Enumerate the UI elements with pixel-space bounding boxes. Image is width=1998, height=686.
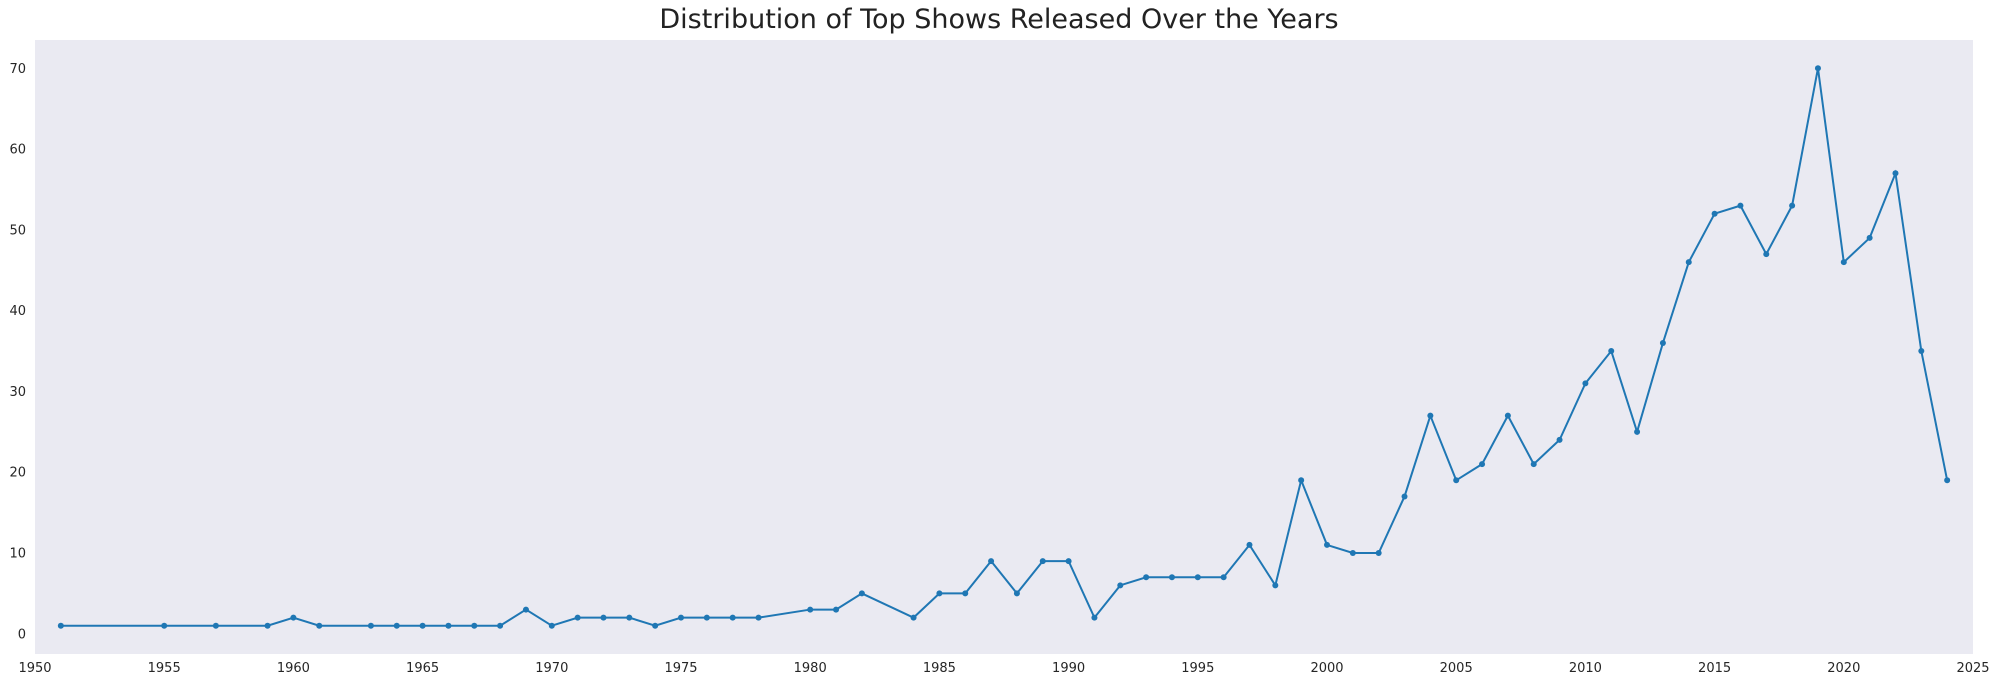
x-tick-label: 1975 xyxy=(664,661,697,676)
x-tick-label: 1990 xyxy=(1052,661,1085,676)
data-point xyxy=(729,614,736,621)
x-tick-label: 1955 xyxy=(148,661,181,676)
y-tick-label: 0 xyxy=(18,627,26,642)
x-tick-label: 2005 xyxy=(1440,661,1473,676)
y-tick-label: 40 xyxy=(9,304,26,319)
plot-area xyxy=(35,40,1973,654)
data-point xyxy=(497,622,504,629)
data-point xyxy=(445,622,452,629)
data-point xyxy=(1556,436,1563,443)
data-point xyxy=(1427,412,1434,419)
y-tick-label: 30 xyxy=(9,385,26,400)
data-point xyxy=(419,622,426,629)
chart-title: Distribution of Top Shows Released Over … xyxy=(659,4,1339,35)
x-tick-label: 2010 xyxy=(1569,661,1602,676)
y-tick-label: 60 xyxy=(9,143,26,158)
x-tick-label: 1965 xyxy=(406,661,439,676)
y-tick-label: 10 xyxy=(9,547,26,562)
data-point xyxy=(1143,574,1150,581)
data-point xyxy=(161,622,168,629)
y-tick-label: 20 xyxy=(9,466,26,481)
data-point xyxy=(1582,380,1589,387)
data-point xyxy=(1453,477,1460,484)
data-point xyxy=(1349,550,1356,557)
data-point xyxy=(1168,574,1175,581)
data-point xyxy=(1479,461,1486,468)
series-points xyxy=(57,65,1951,629)
data-point xyxy=(393,622,400,629)
y-tick-label: 50 xyxy=(9,223,26,238)
x-tick-label: 1950 xyxy=(18,661,51,676)
x-tick-label: 2000 xyxy=(1310,661,1343,676)
data-point xyxy=(703,614,710,621)
x-tick-label: 2025 xyxy=(1956,661,1989,676)
data-point xyxy=(1892,170,1899,177)
data-point xyxy=(57,622,64,629)
data-point xyxy=(1504,412,1511,419)
data-point xyxy=(936,590,943,597)
data-point xyxy=(1220,574,1227,581)
data-point xyxy=(264,622,271,629)
data-point xyxy=(858,590,865,597)
data-point xyxy=(1763,251,1770,258)
x-tick-label: 1970 xyxy=(535,661,568,676)
data-point xyxy=(1918,348,1925,355)
data-point xyxy=(1866,234,1873,241)
data-point xyxy=(962,590,969,597)
data-point xyxy=(1375,550,1382,557)
data-point xyxy=(910,614,917,621)
data-point xyxy=(988,558,995,565)
data-point xyxy=(1039,558,1046,565)
data-point xyxy=(1634,428,1641,435)
x-tick-label: 1980 xyxy=(794,661,827,676)
series-line xyxy=(60,68,1949,627)
data-point xyxy=(367,622,374,629)
x-tick-label: 1995 xyxy=(1181,661,1214,676)
data-point xyxy=(1194,574,1201,581)
y-axis-ticks: 0 10 20 30 40 50 60 70 xyxy=(9,62,26,643)
data-point xyxy=(522,606,529,613)
x-tick-label: 2015 xyxy=(1698,661,1731,676)
data-point xyxy=(1737,202,1744,209)
x-tick-label: 2020 xyxy=(1827,661,1860,676)
data-point xyxy=(1608,348,1615,355)
data-point xyxy=(1814,65,1821,72)
data-point xyxy=(1065,558,1072,565)
data-point xyxy=(212,622,219,629)
data-point xyxy=(1298,477,1305,484)
data-point xyxy=(1091,614,1098,621)
data-point xyxy=(626,614,633,621)
data-point xyxy=(1659,339,1666,346)
data-point xyxy=(1685,259,1692,266)
data-point xyxy=(600,614,607,621)
data-point xyxy=(678,614,684,621)
data-point xyxy=(652,622,659,629)
x-axis-ticks: 1950 1955 1960 1965 1970 1975 1980 1985 1990 1995… xyxy=(18,661,1989,676)
data-point xyxy=(1840,259,1847,266)
data-point xyxy=(1530,461,1537,468)
data-point xyxy=(1711,210,1718,217)
data-point xyxy=(833,606,840,613)
data-point xyxy=(1117,582,1124,589)
x-tick-label: 1960 xyxy=(277,661,310,676)
data-point xyxy=(1013,590,1020,597)
data-point xyxy=(316,622,323,629)
data-point xyxy=(807,606,814,613)
data-point xyxy=(755,614,762,621)
data-point xyxy=(1944,477,1951,484)
data-point xyxy=(1272,582,1279,589)
data-point xyxy=(1324,541,1330,548)
data-point xyxy=(471,622,478,629)
data-point xyxy=(548,622,555,629)
data-point xyxy=(290,614,297,621)
y-tick-label: 70 xyxy=(9,62,26,77)
data-point xyxy=(1789,202,1796,209)
x-tick-label: 1985 xyxy=(923,661,956,676)
data-point xyxy=(1246,541,1253,548)
data-point xyxy=(574,614,581,621)
data-point xyxy=(1401,493,1408,500)
